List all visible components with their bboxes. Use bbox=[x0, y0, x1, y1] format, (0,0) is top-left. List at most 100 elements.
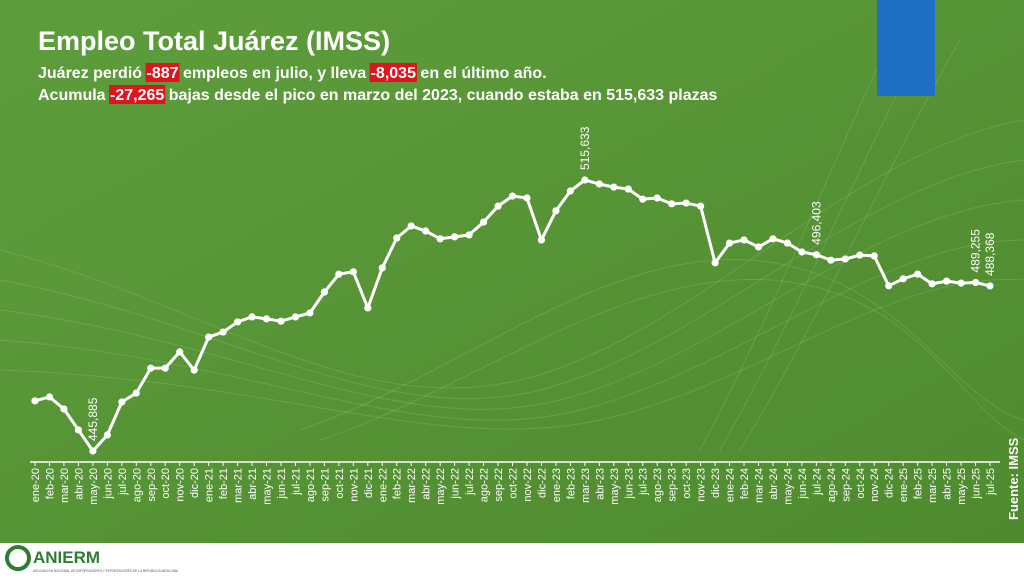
x-tick-label: may-23 bbox=[609, 468, 621, 505]
point bbox=[60, 405, 68, 413]
x-tick-label: jun-22 bbox=[450, 468, 462, 500]
point bbox=[233, 318, 242, 326]
x-tick-label: oct-23 bbox=[681, 468, 693, 499]
subtitle-line: Juárez perdió -887 empleos en julio, y l… bbox=[38, 65, 547, 82]
point bbox=[928, 280, 936, 288]
point bbox=[957, 279, 965, 287]
x-tick-label: may-21 bbox=[262, 468, 274, 505]
point bbox=[479, 218, 488, 226]
background bbox=[0, 0, 1024, 543]
source: Fuente: IMSS bbox=[1006, 437, 1021, 520]
plot: ene-20 feb-20 mar-20 abr-20 may-20 jun-20 jul-… bbox=[30, 126, 997, 504]
x-tick-label: sep-23 bbox=[667, 468, 679, 502]
highlight-box bbox=[369, 63, 417, 82]
x-tick-label: jul-20 bbox=[117, 468, 129, 496]
point bbox=[798, 248, 806, 256]
x-tick-label: ago-23 bbox=[652, 468, 664, 502]
logo-name: ANIERM bbox=[33, 548, 100, 567]
highlight-box bbox=[109, 85, 166, 104]
x-tick-label: oct-21 bbox=[334, 468, 346, 499]
x-tick-label: ene-22 bbox=[377, 468, 389, 502]
point bbox=[624, 185, 632, 193]
x-tick-label: abr-23 bbox=[594, 468, 606, 500]
x-tick-label: ago-21 bbox=[305, 468, 317, 502]
x-tick-label: dic-22 bbox=[536, 468, 548, 498]
point bbox=[465, 231, 473, 239]
x-tick-label: jul-23 bbox=[638, 468, 650, 496]
point bbox=[190, 366, 198, 374]
subtitle-text: empleos en julio, y lleva bbox=[179, 65, 371, 82]
x-tick-label: may-24 bbox=[782, 468, 794, 505]
point bbox=[45, 393, 54, 401]
x-tick-label: sep-21 bbox=[319, 468, 331, 502]
subtitle-text: Acumula bbox=[38, 87, 110, 104]
point bbox=[856, 251, 864, 259]
x-tick-label: jul-24 bbox=[811, 468, 823, 496]
x-tick-label: mar-23 bbox=[580, 468, 592, 503]
x-tick-label: sep-20 bbox=[146, 468, 158, 502]
point bbox=[306, 309, 314, 317]
x-tick-label: ago-20 bbox=[131, 468, 143, 502]
x-tick-label: feb-21 bbox=[218, 468, 230, 499]
x-tick-label: mar-21 bbox=[233, 468, 245, 503]
subtitle: Juárez perdió -887 empleos en julio, y l… bbox=[38, 63, 718, 104]
highlight-number: -887 bbox=[146, 65, 178, 82]
x-tick-label: ene-21 bbox=[204, 468, 216, 502]
point bbox=[422, 227, 430, 235]
point bbox=[870, 252, 878, 260]
point bbox=[595, 180, 603, 188]
x-tick-label: ene-24 bbox=[725, 468, 737, 502]
x-tick-label: jun-20 bbox=[102, 468, 114, 500]
data-label: 445,885 bbox=[86, 397, 100, 441]
x-tick-label: mar-25 bbox=[927, 468, 939, 503]
x-tick-label: jun-24 bbox=[797, 468, 809, 500]
x-tick-label: sep-24 bbox=[840, 468, 852, 502]
point bbox=[147, 364, 155, 372]
x-tick-label: ene-20 bbox=[30, 468, 42, 502]
point bbox=[451, 233, 459, 241]
point bbox=[725, 239, 734, 247]
point bbox=[262, 315, 271, 323]
x-tick-label: feb-23 bbox=[565, 468, 577, 499]
x-tick-label: ago-24 bbox=[826, 468, 838, 502]
x-tick-label: mar-24 bbox=[753, 468, 765, 503]
x-tick-label: mar-22 bbox=[406, 468, 418, 503]
point bbox=[248, 313, 256, 321]
subtitle-text: Juárez perdió bbox=[38, 65, 146, 82]
point bbox=[740, 236, 748, 244]
x-tick-label: abr-21 bbox=[247, 468, 259, 500]
x-tick-label: oct-20 bbox=[160, 468, 172, 499]
highlight-number: -8,035 bbox=[371, 65, 416, 82]
x-tick-label: nov-22 bbox=[522, 468, 534, 502]
highlight-number: -27,265 bbox=[110, 87, 164, 104]
point bbox=[986, 282, 994, 290]
x-tick-label: nov-24 bbox=[869, 468, 881, 502]
point bbox=[754, 243, 763, 251]
x-tick-label: dic-23 bbox=[710, 468, 722, 498]
x-tick-label: ene-25 bbox=[898, 468, 910, 502]
point bbox=[769, 235, 777, 243]
subtitle-text: bajas desde el pico en marzo del 2023, c… bbox=[164, 87, 717, 104]
point bbox=[103, 431, 111, 439]
x-tick-label: dic-20 bbox=[189, 468, 201, 498]
data-label: 496,403 bbox=[809, 201, 823, 245]
subtitle-line: Acumula -27,265 bajas desde el pico en m… bbox=[38, 87, 718, 104]
point bbox=[537, 236, 546, 244]
x-tick-label: abr-22 bbox=[421, 468, 433, 500]
x-tick-label: ago-22 bbox=[479, 468, 491, 502]
point bbox=[176, 348, 184, 356]
point bbox=[118, 398, 126, 406]
point bbox=[639, 195, 647, 203]
point bbox=[668, 200, 676, 208]
point bbox=[494, 202, 502, 210]
x-tick-label: oct-22 bbox=[508, 468, 520, 499]
point bbox=[697, 202, 705, 210]
point bbox=[914, 270, 922, 278]
x-tick-label: may-25 bbox=[956, 468, 968, 505]
point bbox=[277, 317, 285, 325]
footer-band bbox=[0, 543, 1024, 576]
x-tick-label: jun-21 bbox=[276, 468, 288, 500]
point bbox=[378, 264, 386, 272]
point bbox=[335, 270, 343, 278]
